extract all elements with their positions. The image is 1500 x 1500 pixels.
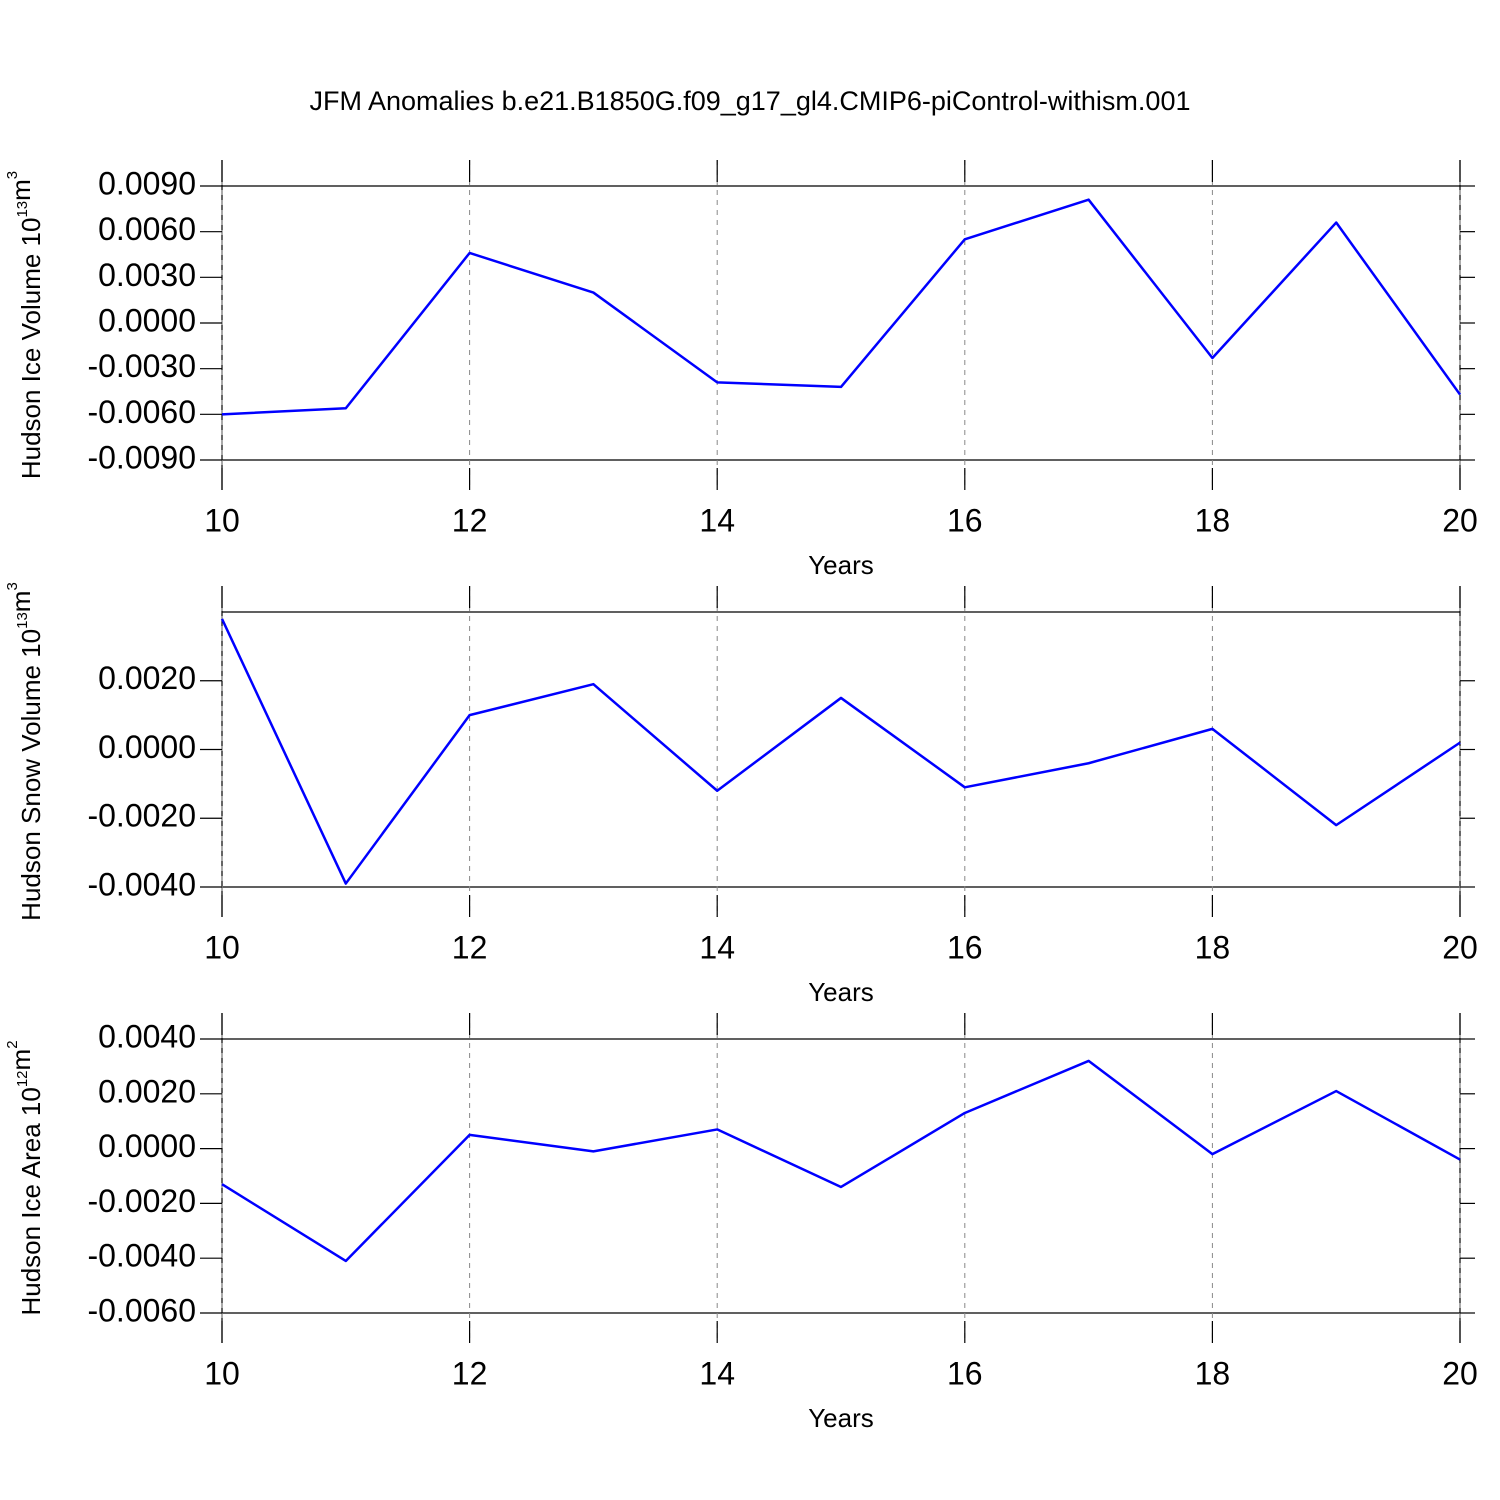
x-tick-label: 12	[452, 929, 488, 965]
x-tick-label: 16	[947, 929, 983, 965]
x-axis-title: Years	[808, 977, 874, 1007]
y-axis-title-unit-exp: 2	[4, 1040, 21, 1048]
y-tick-label: 0.0020	[98, 1073, 196, 1109]
y-axis-title-unit-exp: 3	[4, 582, 21, 590]
y-axis-title-unit: m	[6, 1049, 36, 1071]
x-axis-title: Years	[808, 550, 874, 580]
x-tick-label: 14	[699, 1355, 735, 1391]
y-axis-title-unit: m	[6, 179, 36, 201]
y-tick-label: -0.0060	[87, 1292, 196, 1328]
figure-title: JFM Anomalies b.e21.B1850G.f09_g17_gl4.C…	[310, 86, 1191, 116]
y-tick-label: 0.0000	[98, 1128, 196, 1164]
x-tick-label: 20	[1442, 502, 1478, 538]
x-tick-label: 20	[1442, 1355, 1478, 1391]
x-tick-label: 14	[699, 502, 735, 538]
x-tick-label: 12	[452, 1355, 488, 1391]
y-tick-label: 0.0060	[98, 211, 196, 247]
y-axis-title-exp: 13	[14, 201, 31, 218]
x-tick-label: 12	[452, 502, 488, 538]
data-line	[220, 618, 1461, 885]
x-tick-label: 20	[1442, 929, 1478, 965]
y-tick-label: 0.0040	[98, 1018, 196, 1054]
y-tick-label: -0.0020	[87, 1183, 196, 1219]
y-axis-title: Hudson Ice Area 1012m2	[4, 1040, 46, 1315]
y-axis-title-unit-exp: 3	[4, 171, 21, 179]
y-axis-title-text: Hudson Ice Area 10	[16, 1087, 46, 1315]
y-tick-label: 0.0030	[98, 257, 196, 293]
y-tick-label: 0.0000	[98, 729, 196, 765]
y-tick-label: -0.0040	[87, 1238, 196, 1274]
x-tick-label: 14	[699, 929, 735, 965]
y-axis-title-text: Hudson Snow Volume 10	[16, 629, 46, 921]
y-tick-label: -0.0060	[87, 394, 196, 430]
x-tick-label: 18	[1195, 929, 1231, 965]
x-tick-label: 16	[947, 1355, 983, 1391]
y-axis-title: Hudson Ice Volume 1013m3	[4, 171, 46, 479]
x-tick-label: 10	[204, 929, 240, 965]
y-axis-title-exp: 13	[14, 612, 31, 629]
y-tick-label: 0.0090	[98, 165, 196, 201]
x-axis-title: Years	[808, 1403, 874, 1433]
x-tick-label: 10	[204, 502, 240, 538]
x-tick-label: 16	[947, 502, 983, 538]
y-tick-label: -0.0020	[87, 798, 196, 834]
x-tick-label: 18	[1195, 1355, 1231, 1391]
x-tick-label: 18	[1195, 502, 1231, 538]
y-axis-title-text: Hudson Ice Volume 10	[16, 218, 46, 480]
data-line	[221, 1059, 1461, 1263]
y-tick-label: -0.0090	[87, 439, 196, 475]
y-axis-title-exp: 12	[14, 1070, 31, 1087]
y-tick-label: 0.0020	[98, 660, 196, 696]
y-axis-title: Hudson Snow Volume 1013m3	[4, 582, 46, 921]
x-tick-label: 10	[204, 1355, 240, 1391]
y-tick-label: -0.0030	[87, 348, 196, 384]
y-tick-label: 0.0000	[98, 302, 196, 338]
data-line	[221, 198, 1462, 416]
y-tick-label: -0.0040	[87, 866, 196, 902]
y-axis-title-unit: m	[6, 591, 36, 613]
